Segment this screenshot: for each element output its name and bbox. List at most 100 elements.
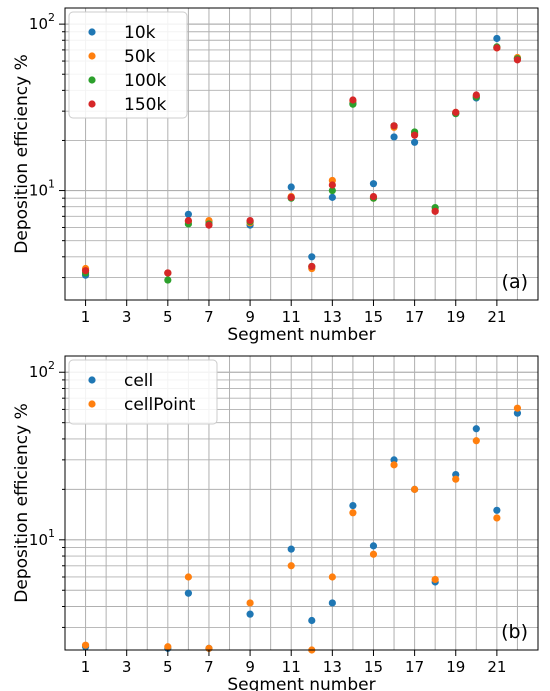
data-point [328,599,336,607]
data-point [493,34,501,43]
x-tick-label: 17 [405,658,424,676]
panel-b-frame [64,355,539,651]
data-point [411,485,419,493]
data-point [205,221,213,229]
data-point [431,575,439,584]
x-tick-label: 11 [282,308,301,326]
data-point [390,461,398,469]
data-point [184,210,192,218]
y-tick-label: 102 [29,359,55,381]
legend-marker [88,52,96,60]
x-tick-label: 13 [323,308,342,326]
legend-box [68,359,218,425]
data-point [369,542,378,550]
x-tick-label: 19 [446,308,465,326]
data-point [513,56,522,64]
data-point [184,573,192,581]
data-point [431,207,439,215]
data-point [411,131,419,139]
data-point [411,138,419,146]
y-tick-label: 101 [29,527,55,549]
legend-box [68,11,188,119]
data-point [349,502,357,510]
y-tick-label: 101 [29,178,55,200]
legend-marker [88,28,96,36]
panel-a-tag: (a) [502,271,528,293]
legend-marker [88,400,96,408]
data-point [246,610,254,618]
data-point [472,425,480,433]
panel-a-grid [65,8,538,300]
data-point [164,276,172,284]
data-point [328,181,336,189]
data-point [287,183,295,191]
panel-a-points [81,34,522,284]
legend-marker [88,376,96,384]
legend-label: 50k [124,47,156,67]
data-point [349,509,357,517]
data-point [390,122,398,130]
data-point [81,641,90,649]
panel-a-frame [64,7,539,301]
data-point [246,216,254,225]
data-point [164,643,172,651]
data-point [390,133,398,141]
data-point [369,192,378,201]
x-tick-label: 7 [204,308,214,326]
legend-label: cell [124,371,153,391]
x-tick-label: 3 [122,658,132,676]
data-point [287,545,295,553]
x-tick-label: 3 [122,308,132,326]
data-point [472,437,480,445]
data-point [308,262,316,271]
legend-label: 100k [124,71,166,91]
data-point [164,269,172,277]
panel-b-tag: (b) [501,621,528,643]
panel-b-points [81,404,522,654]
data-point [308,253,316,261]
x-tick-label: 21 [487,308,506,326]
data-point [369,180,378,188]
panel-a-legend: 10k 50k 100k 150k [68,11,188,119]
panel-a-xlabel: Segment number [227,325,375,345]
legend-label: 150k [124,95,166,115]
panel-a-ylabel: Deposition efficiency % [12,54,32,253]
data-point [493,514,501,522]
legend-label: 10k [124,23,156,43]
x-tick-label: 7 [204,658,214,676]
data-point [308,616,316,625]
legend-marker [88,76,96,84]
x-tick-label: 1 [81,658,91,676]
data-point [81,267,90,275]
data-point [184,589,192,597]
x-tick-label: 19 [446,658,465,676]
legend-marker [88,100,96,108]
data-point [452,108,460,116]
data-point [513,404,522,412]
x-tick-label: 21 [487,658,506,676]
legend-label: cellPoint [124,395,196,415]
data-point [493,44,501,52]
data-point [369,550,378,558]
data-point [349,96,357,104]
x-tick-label: 15 [364,308,383,326]
data-point [328,193,336,201]
panel-b-ylabel: Deposition efficiency % [12,403,32,602]
x-tick-label: 13 [323,658,342,676]
data-point [493,506,501,514]
panel-b-legend: cell cellPoint [68,359,218,425]
data-point [287,193,295,201]
x-tick-label: 17 [405,308,424,326]
data-point [328,186,336,195]
y-tick-label: 102 [29,11,55,33]
data-point [390,456,398,464]
data-point [472,91,480,99]
data-point [452,475,460,483]
x-tick-label: 1 [81,308,91,326]
x-tick-label: 11 [282,658,301,676]
x-tick-label: 5 [163,308,173,326]
